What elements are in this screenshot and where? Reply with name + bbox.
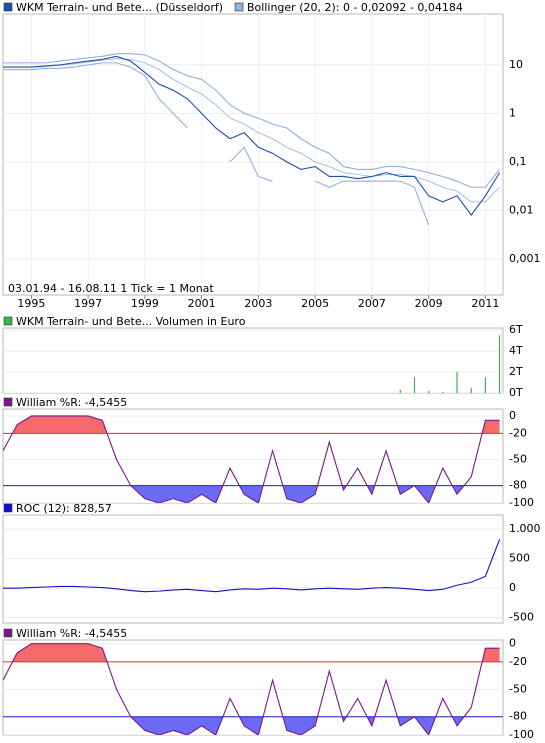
line	[3, 539, 501, 593]
y-tick-label: 10	[509, 58, 523, 71]
bar	[498, 335, 501, 393]
level-fill	[3, 716, 500, 735]
y-tick-label: 0	[509, 581, 516, 594]
legend-swatch	[3, 2, 13, 12]
legend-label: WKM Terrain- und Bete... (Düsseldorf)	[16, 1, 223, 14]
y-tick-label: 2T	[509, 365, 523, 378]
x-tick-label: 1999	[131, 297, 159, 310]
legend-label: WKM Terrain- und Bete... Volumen in Euro	[16, 315, 246, 328]
bar	[399, 389, 401, 393]
panel	[2, 13, 504, 296]
plot	[3, 643, 503, 735]
y-tick-label: 0,001	[509, 252, 541, 265]
plot	[3, 14, 503, 295]
legend-swatch	[3, 397, 13, 407]
bollinger-upper	[3, 53, 501, 188]
y-tick-label: -50	[509, 682, 527, 695]
bar	[442, 391, 444, 393]
x-tick-label: 2005	[301, 297, 329, 310]
panel	[2, 327, 504, 394]
legend-swatch	[234, 2, 244, 12]
panel	[2, 514, 504, 624]
x-tick-label: 1997	[74, 297, 102, 310]
bar	[456, 372, 458, 393]
bollinger-middle	[3, 58, 500, 203]
x-tick-label: 2007	[358, 297, 386, 310]
line	[3, 55, 501, 217]
x-tick-label: 2003	[244, 297, 272, 310]
level-fill	[3, 485, 500, 503]
legend-label: Bollinger (20, 2): 0 - 0,02092 - 0,04184	[247, 1, 463, 14]
y-tick-label: 500	[509, 552, 530, 565]
y-tick-label: 6T	[509, 323, 523, 336]
level-fill	[3, 415, 500, 434]
plot	[3, 329, 503, 393]
y-tick-label: 0	[509, 637, 516, 650]
y-tick-label: 1.000	[509, 522, 541, 535]
y-tick-label: -80	[509, 479, 527, 492]
x-tick-label: 2011	[471, 297, 499, 310]
bar	[484, 377, 487, 393]
y-tick-label: -80	[509, 710, 527, 723]
legend-label: William %R: -4,5455	[16, 396, 127, 409]
plot	[3, 415, 503, 503]
y-tick-label: 0,1	[509, 155, 527, 168]
legend-swatch	[3, 503, 13, 513]
y-tick-label: 4T	[509, 344, 523, 357]
y-tick-label: 0T	[509, 386, 523, 399]
y-tick-label: 0,01	[509, 203, 534, 216]
y-tick-label: -100	[509, 728, 534, 741]
annotation: 03.01.94 - 16.08.11 1 Tick = 1 Monat	[8, 282, 214, 295]
line	[3, 415, 500, 503]
level-fill	[3, 643, 500, 662]
y-tick-label: -20	[509, 426, 527, 439]
legend-label: William %R: -4,5455	[16, 627, 127, 640]
bar	[428, 390, 430, 393]
y-tick-label: -50	[509, 452, 527, 465]
x-tick-label: 2001	[188, 297, 216, 310]
y-tick-label: -20	[509, 655, 527, 668]
bar	[470, 387, 472, 393]
legend-swatch	[3, 316, 13, 326]
y-tick-label: -100	[509, 496, 534, 509]
y-tick-label: 0	[509, 409, 516, 422]
y-tick-label: 1	[509, 106, 516, 119]
y-tick-label: -500	[509, 611, 534, 624]
plot	[3, 528, 503, 619]
line	[3, 643, 500, 735]
x-tick-label: 1995	[17, 297, 45, 310]
legend-swatch	[3, 628, 13, 638]
legend-label: ROC (12): 828,57	[16, 502, 112, 515]
bar	[413, 377, 416, 393]
x-tick-label: 2009	[415, 297, 443, 310]
